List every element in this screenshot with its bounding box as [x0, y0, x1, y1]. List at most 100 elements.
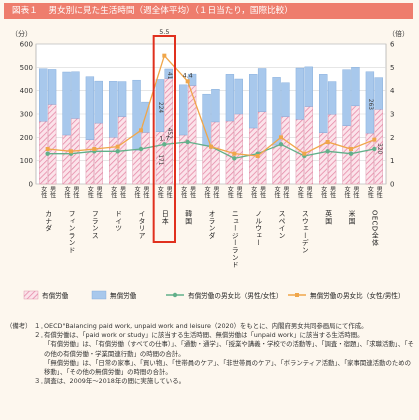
axes: 0 100 200 300 400 500 600 0 1 2 3 4 5 6 （分） （倍） — [11, 29, 409, 189]
paid-ratio-point — [45, 151, 50, 156]
bar-paid — [281, 116, 290, 185]
y-tick-right: 6 — [390, 41, 395, 49]
paid-ratio-point — [348, 151, 354, 156]
note-text: 調査は、2009年～2018年の間に実施している。 — [44, 377, 185, 386]
gender-label: 女性 — [320, 185, 327, 199]
country-label: スウェーデン — [300, 210, 308, 254]
bar-unpaid — [351, 67, 360, 107]
gender-label: 女性 — [273, 185, 280, 199]
y-tick-left: 200 — [20, 134, 33, 142]
gender-label: 男性 — [119, 186, 126, 200]
bar-paid — [351, 105, 360, 185]
y-tick-right: 1 — [390, 157, 394, 165]
bar-unpaid — [39, 68, 48, 122]
country-label: スペイン — [277, 210, 285, 239]
unpaid-ratio-point — [255, 154, 260, 158]
unpaid-ratio-point — [232, 151, 237, 156]
legend-marker-paid-ratio — [172, 292, 178, 298]
gender-label: 男性 — [95, 186, 102, 200]
gender-label: 男性 — [375, 186, 382, 200]
paid-ratio-point — [232, 156, 237, 161]
bar-paid — [94, 122, 103, 185]
ratio-value-label: 1.7 — [159, 134, 169, 142]
country-label: ノルウェー — [254, 210, 262, 247]
bar-unpaid — [94, 80, 103, 124]
bar-paid — [202, 145, 211, 185]
bar-paid — [272, 144, 281, 185]
notes: （備考） １． OECD"Balancing paid work, unpaid… — [6, 322, 414, 386]
gender-label: 女性 — [226, 185, 233, 199]
country-label: フィンランド — [67, 210, 75, 254]
bar-paid — [132, 149, 141, 185]
legend-label-paid-ratio: 有償労働の男女比（男性/女性） — [188, 291, 283, 300]
legend-marker-unpaid-ratio — [295, 293, 299, 297]
bar-paid — [109, 137, 118, 185]
bar-unpaid — [304, 66, 313, 107]
paid-ratio-point — [185, 139, 190, 145]
note-row: 「無償労働」は、「日常の家事」、「買い物」、「世帯員のケア」、「非世帯員のケア」… — [6, 359, 414, 377]
gender-label: 女性 — [343, 185, 350, 199]
unpaid-ratio-point — [372, 137, 377, 142]
gender-label: 女性 — [63, 185, 70, 199]
unpaid-ratio-point — [92, 147, 97, 151]
bar-unpaid — [272, 77, 281, 146]
bar-paid — [234, 113, 243, 185]
bar-paid — [62, 134, 71, 185]
unpaid-ratio-point — [139, 128, 143, 133]
gender-label: 男性 — [189, 186, 196, 200]
bar-unpaid — [62, 71, 71, 136]
legend-swatch-paid — [23, 290, 39, 300]
note-number: １． — [34, 322, 47, 330]
bar-unpaid — [342, 69, 351, 126]
bar-unpaid — [132, 79, 141, 151]
bar-unpaid — [71, 71, 80, 119]
bar-unpaid — [109, 81, 118, 138]
bar-unpaid — [202, 93, 211, 146]
note-number: ２． — [34, 331, 47, 340]
country-label: 日本 — [160, 210, 168, 225]
y-tick-left: 400 — [20, 87, 33, 95]
gender-label: 女性 — [40, 185, 47, 199]
bar-unpaid — [234, 78, 243, 115]
y-tick-left: 600 — [20, 41, 33, 49]
paid-ratio-point — [325, 149, 330, 154]
unpaid-ratio-point — [45, 147, 50, 151]
bar-paid — [211, 121, 220, 185]
data-labels: 224 452 171 41 5.5 4.4 263 320 1.7 — [152, 28, 382, 243]
bar-unpaid — [327, 81, 337, 115]
paid-ratio-point — [372, 146, 377, 152]
y-tick-right: 0 — [390, 181, 394, 189]
note-row: ３． 調査は、2009年～2018年の間に実施している。 — [6, 377, 414, 386]
bar-value-label: 41 — [166, 72, 172, 80]
legend-swatch-unpaid — [91, 290, 107, 300]
note-text: 「無償労働」は、「日常の家事」、「買い物」、「世帯員のケア」、「非世帯員のケア」… — [44, 358, 412, 377]
unpaid-ratio-point — [279, 135, 283, 140]
y-tick-right: 5 — [390, 64, 394, 72]
y-tick-left: 0 — [29, 181, 33, 189]
bar-paid — [141, 132, 150, 185]
gender-label: 男性 — [165, 186, 172, 200]
gender-label: 男性 — [235, 186, 242, 200]
y-tick-right: 3 — [390, 111, 394, 119]
gender-label: 女性 — [180, 185, 187, 199]
unpaid-ratio-point — [185, 79, 190, 84]
note-text: OECD"Balancing paid work, unpaid work an… — [44, 322, 368, 330]
y-tick-left: 100 — [20, 157, 33, 165]
unpaid-ratio-point — [162, 53, 167, 58]
gender-label: 男性 — [49, 186, 56, 200]
country-label: ニュージーランド — [230, 210, 238, 268]
y-unit-right: （倍） — [388, 29, 409, 38]
unpaid-ratio-point — [325, 140, 330, 144]
country-label: フランス — [90, 210, 98, 239]
country-label: オランダ — [207, 210, 215, 239]
y-tick-left: 300 — [20, 111, 33, 119]
bar-value-label: 320 — [376, 143, 382, 154]
gender-label: 男性 — [259, 186, 266, 200]
country-label: イタリア — [137, 210, 145, 239]
note-row: 「有償労働」は、「有償労働（すべての仕事）」、「通勤・通学」、「授業や講義・学校… — [6, 340, 414, 358]
bar-unpaid — [164, 68, 173, 79]
bar-paid — [257, 111, 267, 185]
gender-label: 男性 — [305, 186, 312, 200]
bar-unpaid — [179, 84, 188, 136]
